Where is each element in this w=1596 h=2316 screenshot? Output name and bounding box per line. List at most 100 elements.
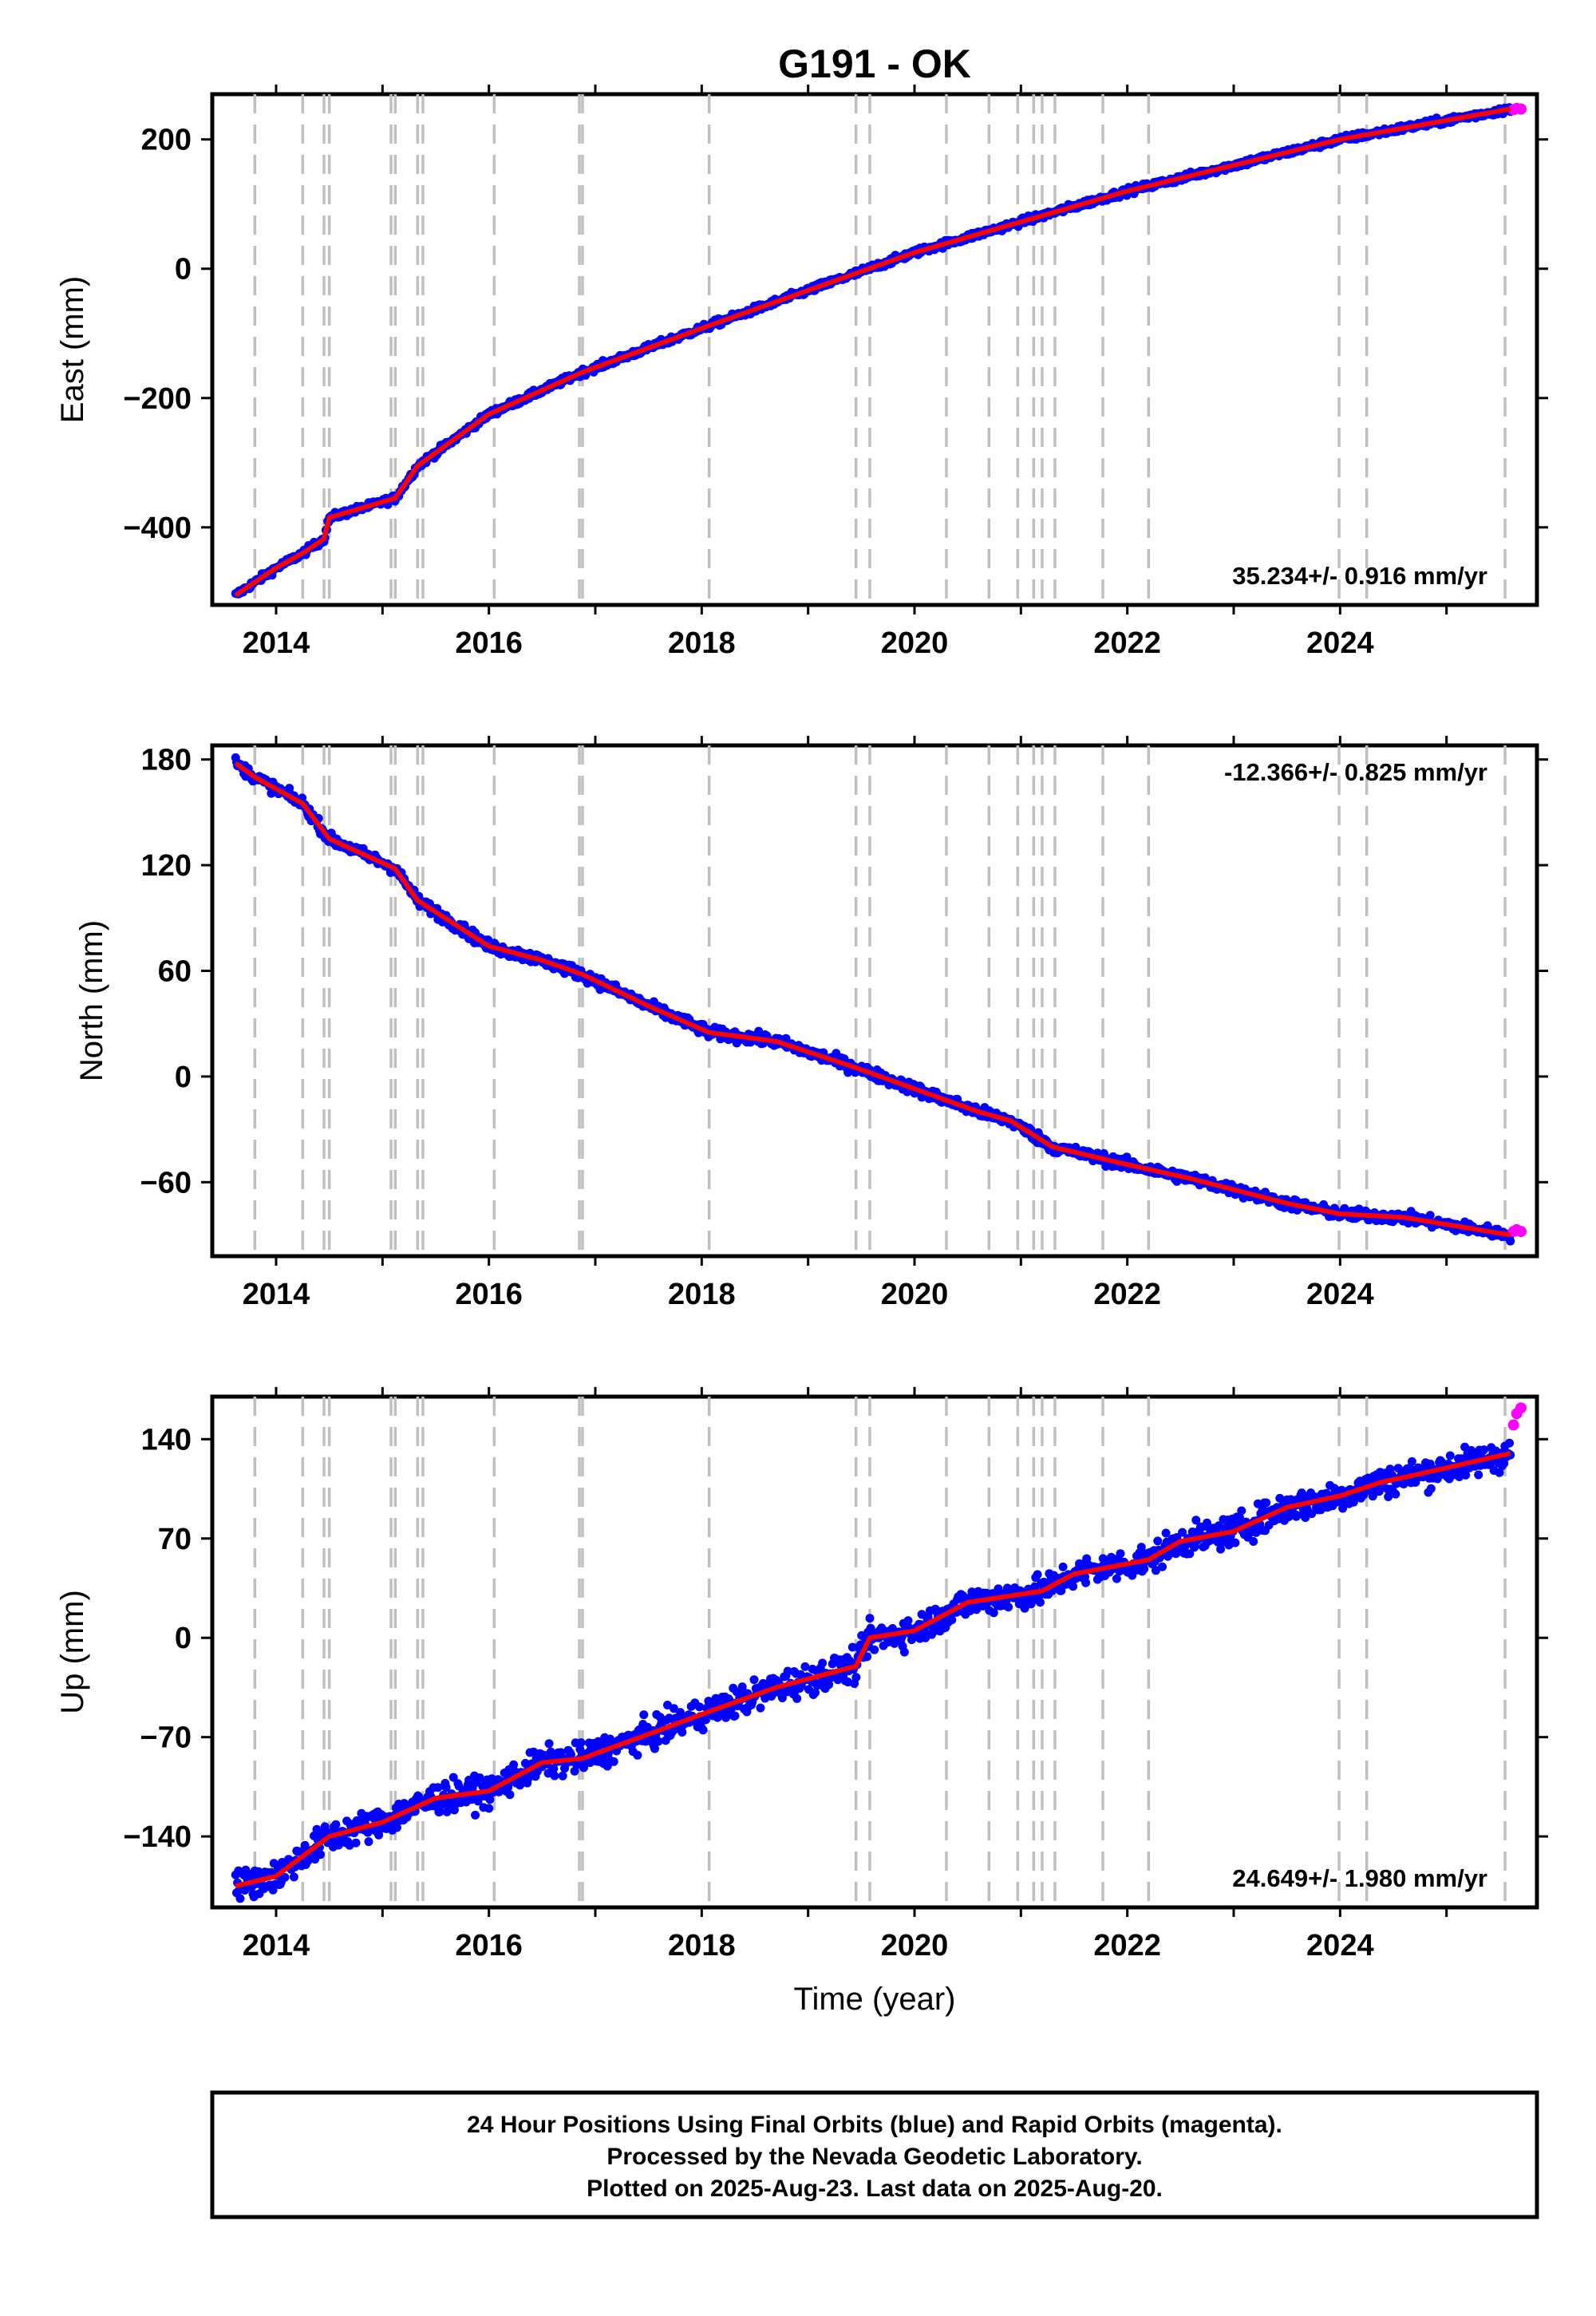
data-point <box>331 1820 341 1829</box>
y-tick-label: 0 <box>175 253 192 287</box>
data-point <box>1425 1211 1435 1220</box>
data-point <box>947 1615 957 1625</box>
data-point <box>1140 1564 1149 1574</box>
north-model-line <box>234 761 1511 1238</box>
data-point <box>1185 1549 1195 1559</box>
data-point <box>863 1652 872 1662</box>
data-point <box>1505 1438 1514 1448</box>
x-tick-label: 2014 <box>243 1929 310 1962</box>
y-tick-label: 60 <box>158 954 192 988</box>
x-tick-label: 2022 <box>1093 1929 1161 1962</box>
data-point <box>695 1702 704 1712</box>
data-point <box>550 1771 559 1780</box>
data-point <box>392 1823 401 1832</box>
east-panel: East (mm) <box>55 92 1539 607</box>
data-point <box>235 1894 245 1903</box>
data-point <box>609 1757 618 1766</box>
data-point <box>334 1840 343 1850</box>
data-point <box>903 1616 913 1626</box>
data-point <box>777 1694 787 1702</box>
data-point <box>475 1773 484 1783</box>
up-rate-label: 24.649+/- 1.980 mm/yr <box>1232 1864 1487 1892</box>
data-point <box>792 1694 802 1703</box>
data-point <box>1112 1574 1121 1583</box>
data-point <box>1474 1470 1483 1480</box>
data-point <box>730 1711 740 1721</box>
data-point <box>783 1666 792 1676</box>
y-tick-label: 200 <box>141 124 192 157</box>
data-point <box>633 1750 642 1760</box>
x-tick-label: 2018 <box>668 1929 736 1962</box>
data-point <box>558 1771 567 1780</box>
x-tick-label: 2020 <box>881 1929 949 1962</box>
data-point <box>1262 1498 1271 1508</box>
x-tick-label: 2020 <box>881 626 949 660</box>
data-point <box>824 1680 834 1690</box>
y-tick-label: −140 <box>123 1820 192 1854</box>
data-point <box>433 1783 443 1792</box>
data-point <box>899 1647 909 1657</box>
data-point <box>1191 1516 1201 1525</box>
data-point <box>847 1642 857 1652</box>
footer-box <box>210 2090 1539 2219</box>
north-panel-frame <box>210 743 1539 1259</box>
data-point <box>1158 1562 1167 1571</box>
data-point <box>570 1766 579 1776</box>
x-tick-label: 2022 <box>1093 626 1161 660</box>
north-panel: North (mm) <box>74 743 1539 1259</box>
data-point <box>870 1645 879 1654</box>
data-point <box>1237 1506 1246 1516</box>
y-tick-label: 0 <box>175 1622 192 1655</box>
data-point <box>505 1790 515 1800</box>
data-point <box>1479 1445 1489 1455</box>
rapid-point <box>1515 1226 1527 1238</box>
data-point <box>1249 1537 1258 1546</box>
data-point <box>1004 1603 1013 1612</box>
y-tick-label: 180 <box>141 744 192 777</box>
up-model-line <box>235 1451 1511 1889</box>
east-panel-frame <box>210 92 1539 607</box>
up-panel: Up (mm) <box>55 1394 1539 1910</box>
data-point <box>544 1739 554 1749</box>
data-point <box>442 1807 452 1816</box>
plot-layer: 200 0 −200 −400 2014 2016 2018 2020 2022 2024 35.2… <box>123 85 1548 1962</box>
data-point <box>1307 1509 1317 1519</box>
data-point <box>351 1838 361 1848</box>
up-panel-frame <box>210 1394 1539 1910</box>
east-model-line <box>234 106 1511 598</box>
data-point <box>800 1662 810 1671</box>
data-point <box>1445 1451 1455 1460</box>
data-point <box>989 1608 998 1618</box>
data-point <box>1499 1459 1509 1468</box>
data-point <box>576 1738 586 1748</box>
data-point <box>1116 1549 1125 1559</box>
up-plot-area: 140 70 0 −70 −140 2014 2016 2018 2020 2022 2024 24.… <box>123 1387 1548 1962</box>
data-point <box>1426 1484 1436 1493</box>
data-point <box>1069 1582 1078 1591</box>
data-point <box>1020 1603 1029 1613</box>
footer-line-2: Processed by the Nevada Geodetic Laborat… <box>606 2144 1142 2170</box>
data-point <box>670 1704 678 1713</box>
up-axis-label: Up (mm) <box>55 1590 90 1714</box>
data-point <box>448 1773 458 1782</box>
data-point <box>1128 1571 1137 1580</box>
y-tick-label: −70 <box>140 1721 192 1755</box>
y-tick-label: −200 <box>123 382 192 416</box>
y-tick-label: −400 <box>123 512 192 545</box>
data-point <box>471 1810 480 1820</box>
x-tick-label: 2014 <box>243 1278 310 1311</box>
data-point <box>737 1682 747 1692</box>
data-point <box>811 1688 820 1697</box>
data-point <box>1432 1474 1442 1484</box>
y-tick-label: 140 <box>141 1423 192 1456</box>
data-point <box>1301 1513 1310 1522</box>
y-tick-label: −60 <box>140 1166 192 1199</box>
data-point <box>520 1759 530 1768</box>
data-point <box>1286 1495 1295 1504</box>
data-point <box>1393 1464 1403 1473</box>
data-point <box>1152 1566 1160 1575</box>
north-axis-label: North (mm) <box>74 920 109 1081</box>
x-tick-label: 2020 <box>881 1278 949 1311</box>
x-tick-label: 2016 <box>455 1278 523 1311</box>
